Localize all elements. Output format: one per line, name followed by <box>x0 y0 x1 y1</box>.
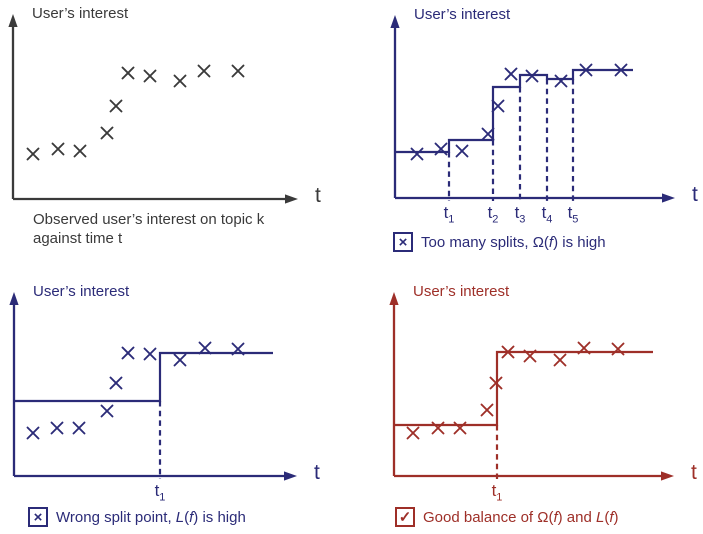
x-marker <box>611 342 625 356</box>
y-axis-label: User’s interest <box>414 6 511 23</box>
x-marker <box>453 421 467 435</box>
caption-text: Wrong split point, L(f) is high <box>56 508 246 526</box>
x-axis-arrowhead <box>285 194 298 204</box>
x-marker <box>504 67 518 81</box>
x-axis-arrowhead <box>284 471 297 481</box>
x-marker <box>410 147 424 161</box>
panel-good-balance: User’s interest t t1 ✓ Good balance of Ω(… <box>351 267 703 534</box>
panel-too-many-splits: User’s interest t t1 t2 t3 t4 t5 × Too many s… <box>351 0 703 267</box>
x-marker <box>501 345 515 359</box>
x-marker <box>455 144 469 158</box>
caption-too-many-splits: × Too many splits, Ω(f) is high <box>393 232 606 252</box>
y-axis-label: User’s interest <box>33 283 130 300</box>
x-marker <box>109 99 123 113</box>
x-marker <box>491 99 505 113</box>
x-marker <box>480 403 494 417</box>
x-marker <box>231 342 245 356</box>
good-balance-chart <box>389 292 674 481</box>
y-axis-arrowhead <box>390 15 400 28</box>
x-marker <box>26 426 40 440</box>
x-marker <box>553 353 567 367</box>
caption-line-1: Observed user’s interest on topic k <box>33 211 265 228</box>
x-marker <box>577 341 591 355</box>
x-marker <box>73 144 87 158</box>
x-marker <box>109 376 123 390</box>
x-axis-label: t <box>691 461 697 484</box>
x-marker <box>143 69 157 83</box>
x-box-icon: × <box>393 232 413 252</box>
y-axis-label: User’s interest <box>413 283 510 300</box>
caption-text: Good balance of Ω(f) and L(f) <box>423 508 619 526</box>
x-marker <box>121 346 135 360</box>
check-box-icon: ✓ <box>395 507 415 527</box>
caption-wrong-split-point: × Wrong split point, L(f) is high <box>28 507 246 527</box>
x-axis-label: t <box>314 461 320 484</box>
x-marker <box>579 63 593 77</box>
x-marker <box>434 142 448 156</box>
x-marker <box>100 126 114 140</box>
too-many-splits-chart <box>390 15 675 203</box>
x-marker <box>173 353 187 367</box>
x-marker <box>143 347 157 361</box>
x-marker <box>431 421 445 435</box>
caption-line-2: against time t <box>33 230 123 247</box>
x-marker <box>121 66 135 80</box>
step-function-line <box>14 351 273 403</box>
x-marker <box>198 341 212 355</box>
x-marker <box>100 404 114 418</box>
x-axis-label: t <box>315 184 321 207</box>
x-marker <box>26 147 40 161</box>
y-axis-arrowhead <box>9 292 19 305</box>
observed-interest-chart <box>8 14 298 204</box>
x-marker <box>406 426 420 440</box>
caption-text: Too many splits, Ω(f) is high <box>421 233 606 251</box>
x-marker <box>231 64 245 78</box>
x-marker <box>525 69 539 83</box>
x-marker <box>523 349 537 363</box>
y-axis-arrowhead <box>8 14 18 27</box>
x-marker <box>554 74 568 88</box>
panel-observed-interest: User’s interest t Observed user’s intere… <box>0 0 352 267</box>
x-marker <box>197 64 211 78</box>
x-axis-arrowhead <box>662 193 675 203</box>
x-marker <box>50 421 64 435</box>
x-axis-label: t <box>692 183 698 206</box>
step-function-line <box>395 68 633 154</box>
x-axis-arrowhead <box>661 471 674 481</box>
x-marker <box>173 74 187 88</box>
panel-wrong-split-point: User’s interest t t1 × Wrong split point,… <box>0 267 352 534</box>
x-marker <box>481 127 495 141</box>
y-axis-arrowhead <box>389 292 399 305</box>
step-function-line <box>394 350 653 427</box>
x-marker <box>72 421 86 435</box>
x-box-icon: × <box>28 507 48 527</box>
y-axis-label: User’s interest <box>32 5 129 22</box>
x-marker <box>51 142 65 156</box>
caption-observed: Observed user’s interest on topic k agai… <box>33 210 264 248</box>
x-marker <box>489 376 503 390</box>
caption-good-balance: ✓ Good balance of Ω(f) and L(f) <box>395 507 619 527</box>
wrong-split-point-chart <box>9 292 297 481</box>
x-marker <box>614 63 628 77</box>
